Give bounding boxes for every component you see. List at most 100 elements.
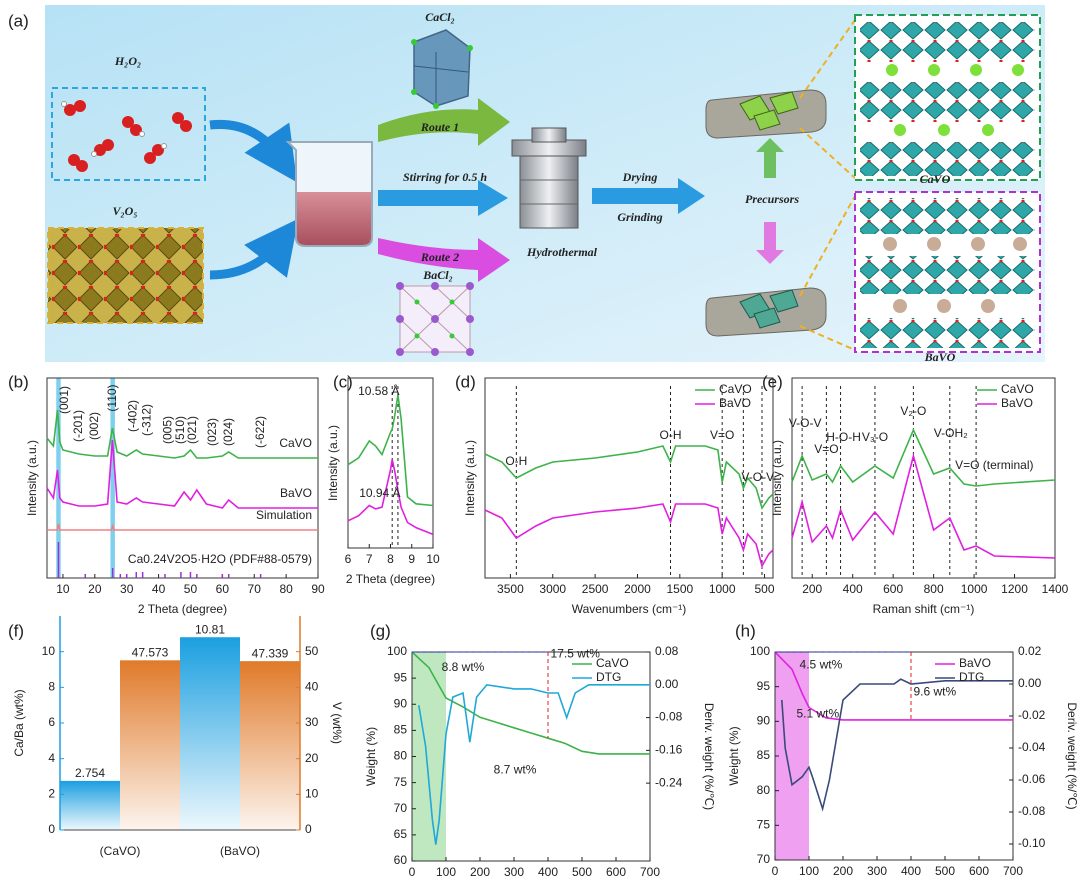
h2o2-box: [161, 143, 167, 149]
product-label: CaVO: [920, 172, 951, 186]
series-line: [418, 683, 650, 845]
precursor-tray: [753, 307, 781, 329]
plot-frame: [484, 377, 774, 579]
h2o2-box: [102, 139, 114, 151]
annotation: (110): [105, 384, 119, 411]
annotation: H-O-H: [826, 430, 861, 444]
connector: [799, 19, 856, 351]
value-label: 47.339: [252, 646, 289, 660]
tick-label: 75: [394, 775, 408, 789]
tick-label: 60: [394, 853, 408, 867]
x-tick-label: 700: [640, 865, 660, 879]
bacl2-lattice: [396, 282, 474, 356]
series-line: [791, 428, 1056, 487]
shaded-region: [412, 652, 446, 861]
tick-label: -0.08: [655, 710, 683, 724]
series-line: [46, 409, 318, 459]
x-tick-label: 1500: [666, 582, 693, 596]
x-tick-label: 7: [366, 552, 373, 566]
bacl2-lattice: [449, 333, 455, 339]
route-label: Route 1: [420, 120, 459, 134]
value-label: 47.573: [132, 645, 169, 659]
beaker: [285, 141, 373, 247]
annotation: (024): [221, 418, 235, 446]
tick-label: 6: [48, 715, 55, 729]
connector: [799, 325, 856, 351]
x-tick-label: 2500: [582, 582, 609, 596]
annotation: (001): [57, 386, 71, 414]
bavo-structure: [937, 299, 951, 313]
annotation: 4.5 wt%: [800, 657, 843, 671]
tick-label: 30: [305, 715, 319, 729]
y-axis-label: Intensity (a.u.): [770, 440, 784, 516]
legend-label: BaVO: [959, 656, 991, 670]
salt-label: BaCl₂: [422, 268, 453, 282]
tick-label: 0.02: [1018, 644, 1042, 658]
y2-axis-label: Deriv. weight (%/℃): [1065, 702, 1079, 809]
bacl2-lattice: [466, 282, 474, 290]
h2o2-box: [172, 112, 184, 124]
h2o2-box: [61, 101, 67, 107]
x-tick-label: 2000: [624, 582, 651, 596]
legend-label: BaVO: [719, 396, 751, 410]
series-line: [347, 459, 434, 536]
x-tick-label: 0: [772, 864, 779, 878]
y2-axis-label: V (wt%): [330, 702, 344, 744]
tick-label: 75: [757, 818, 771, 832]
bavo-structure: [971, 237, 985, 251]
panel-label: (a): [8, 11, 29, 30]
h2o2-box: [130, 124, 142, 136]
x-tick-label: 500: [572, 865, 592, 879]
x-tick-label: 80: [279, 582, 293, 596]
bacl2-lattice: [466, 348, 474, 356]
annotation: 8.7 wt%: [494, 762, 537, 776]
x-tick-label: 300: [504, 865, 524, 879]
annotation: 5.1 wt%: [796, 707, 839, 721]
x-axis-label: Wavenumbers (cm⁻¹): [572, 602, 687, 616]
x-tick-label: 1000: [709, 582, 736, 596]
cavo-structure: [938, 124, 950, 136]
bar: [60, 780, 120, 830]
cavo-structure: [860, 142, 1035, 176]
bar: [120, 660, 180, 830]
y-axis-label: Intensity (a.u.): [25, 440, 39, 516]
annotation: V₂-O: [900, 404, 926, 418]
x-tick-label: 100: [436, 865, 456, 879]
shaded-region: [775, 652, 809, 860]
tick-label: 95: [757, 679, 771, 693]
highlight-band: [110, 378, 115, 578]
precursor-tray: [769, 289, 799, 313]
cacl2-crystal: [411, 39, 417, 45]
legend-label: CaVO: [279, 436, 312, 450]
x-tick-label: 200: [470, 865, 490, 879]
panel-label: (e): [762, 372, 783, 391]
product-label: BaVO: [924, 350, 956, 364]
bavo-structure: [860, 198, 1035, 234]
step-label: Drying: [622, 170, 658, 184]
x-tick-label: 800: [924, 582, 944, 596]
y-axis-label: Intensity (a.u.): [463, 440, 477, 516]
annotation: (510): [173, 416, 187, 444]
cacl2-crystal: [411, 29, 473, 109]
tick-label: 0.00: [1018, 676, 1042, 690]
v2o5-box: [47, 227, 204, 324]
bacl2-lattice: [466, 315, 474, 323]
x-tick-label: 600: [606, 865, 626, 879]
panel-label: (g): [370, 621, 391, 640]
x-tick-label: 1000: [961, 582, 988, 596]
annotation: O-H: [660, 428, 682, 442]
legend-label: CaVO: [1001, 382, 1034, 396]
bacl2-lattice: [414, 333, 420, 339]
annotation: V-O-V: [741, 470, 774, 484]
annotation: (-402): [125, 400, 139, 432]
h2o2-box: [139, 131, 145, 137]
series-line: [347, 394, 434, 507]
cavo-structure: [982, 124, 994, 136]
x-tick-label: (CaVO): [100, 844, 141, 858]
y-axis-label: Weight (%): [727, 726, 741, 785]
h2o2-box: [122, 116, 134, 128]
x-tick-label: 500: [755, 582, 775, 596]
step-label: Grinding: [617, 210, 662, 224]
reactant-label: V₂O₅: [112, 204, 137, 218]
x-tick-label: 1400: [1042, 582, 1069, 596]
